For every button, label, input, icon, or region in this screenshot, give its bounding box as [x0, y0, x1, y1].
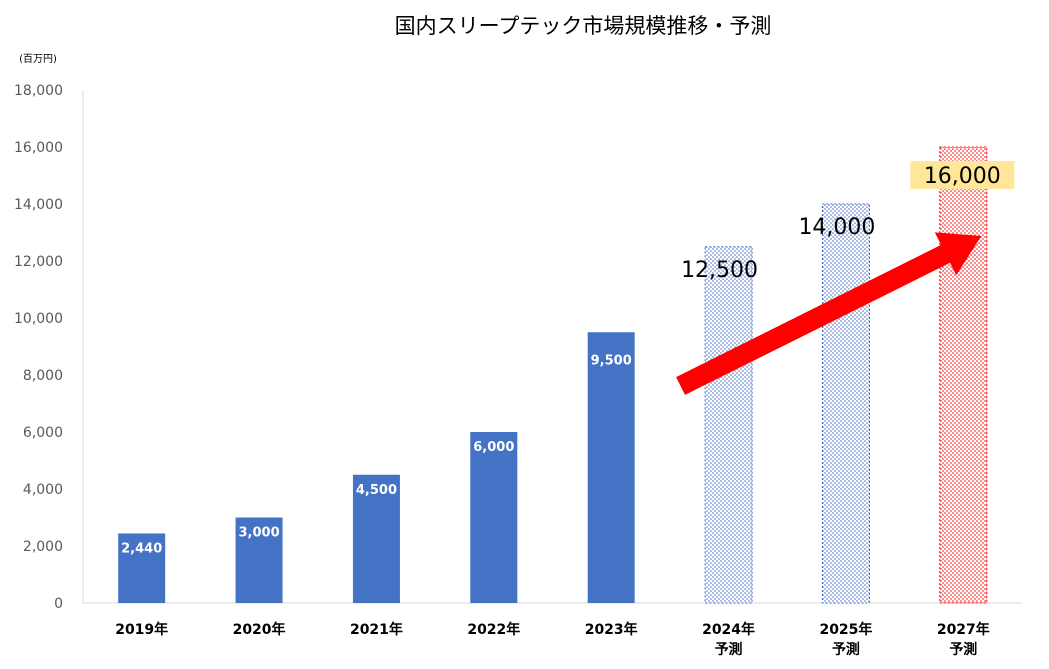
y-tick-label: 8,000 — [23, 368, 63, 384]
bar — [587, 332, 635, 603]
bar-value-label: 9,500 — [591, 353, 632, 368]
y-tick-label: 18,000 — [14, 83, 63, 99]
chart-title: 国内スリープテック市場規模推移・予測 — [395, 14, 772, 38]
x-tick-label: 2023年 — [585, 621, 638, 638]
x-tick-label: 2027年 — [937, 621, 990, 638]
bar — [352, 474, 400, 603]
growth-arrow-annotation — [676, 232, 982, 395]
x-tick-label: 2021年 — [350, 621, 403, 638]
bar-value-label: 3,000 — [239, 526, 280, 541]
growth-arrow — [676, 232, 982, 395]
bar-value-label: 2,440 — [121, 541, 162, 556]
x-tick-sublabel: 予測 — [832, 641, 860, 658]
data-labels: 2,440 3,000 4,500 6,000 9,500 12,500 14,000 16,… — [121, 161, 1015, 556]
highlight-label-background — [910, 161, 1015, 189]
y-tick-label: 0 — [54, 596, 63, 612]
x-tick-label: 2025年 — [819, 621, 872, 638]
x-tick-label: 2022年 — [467, 621, 520, 638]
y-tick-label: 14,000 — [14, 197, 63, 213]
y-tick-label: 16,000 — [14, 140, 63, 156]
y-tick-label: 6,000 — [23, 425, 63, 441]
bar — [470, 432, 518, 603]
bar-value-label: 16,000 — [924, 164, 1001, 189]
bar-series — [118, 146, 988, 604]
y-axis-unit-label: (百万円) — [19, 53, 57, 65]
y-tick-label: 2,000 — [23, 539, 63, 555]
bar-value-label: 14,000 — [798, 215, 875, 240]
bar-value-label: 12,500 — [681, 258, 758, 283]
x-tick-label: 2024年 — [702, 621, 755, 638]
bar — [821, 203, 870, 604]
x-tick-label: 2020年 — [233, 621, 286, 638]
y-tick-label: 12,000 — [14, 254, 63, 270]
y-tick-label: 4,000 — [23, 482, 63, 498]
bar — [118, 533, 166, 603]
bar — [939, 146, 988, 604]
x-tick-label: 2019年 — [115, 621, 168, 638]
x-tick-sublabel: 予測 — [715, 641, 743, 658]
x-tick-sublabel: 予測 — [949, 641, 977, 658]
y-axis-ticks: 0 2,000 4,000 6,000 8,000 10,000 12,000 14,000 1… — [14, 83, 63, 612]
bar-value-label: 6,000 — [473, 440, 514, 455]
bar — [704, 246, 753, 604]
y-tick-label: 10,000 — [14, 311, 63, 327]
bar — [235, 517, 283, 603]
bar-value-label: 4,500 — [356, 483, 397, 498]
